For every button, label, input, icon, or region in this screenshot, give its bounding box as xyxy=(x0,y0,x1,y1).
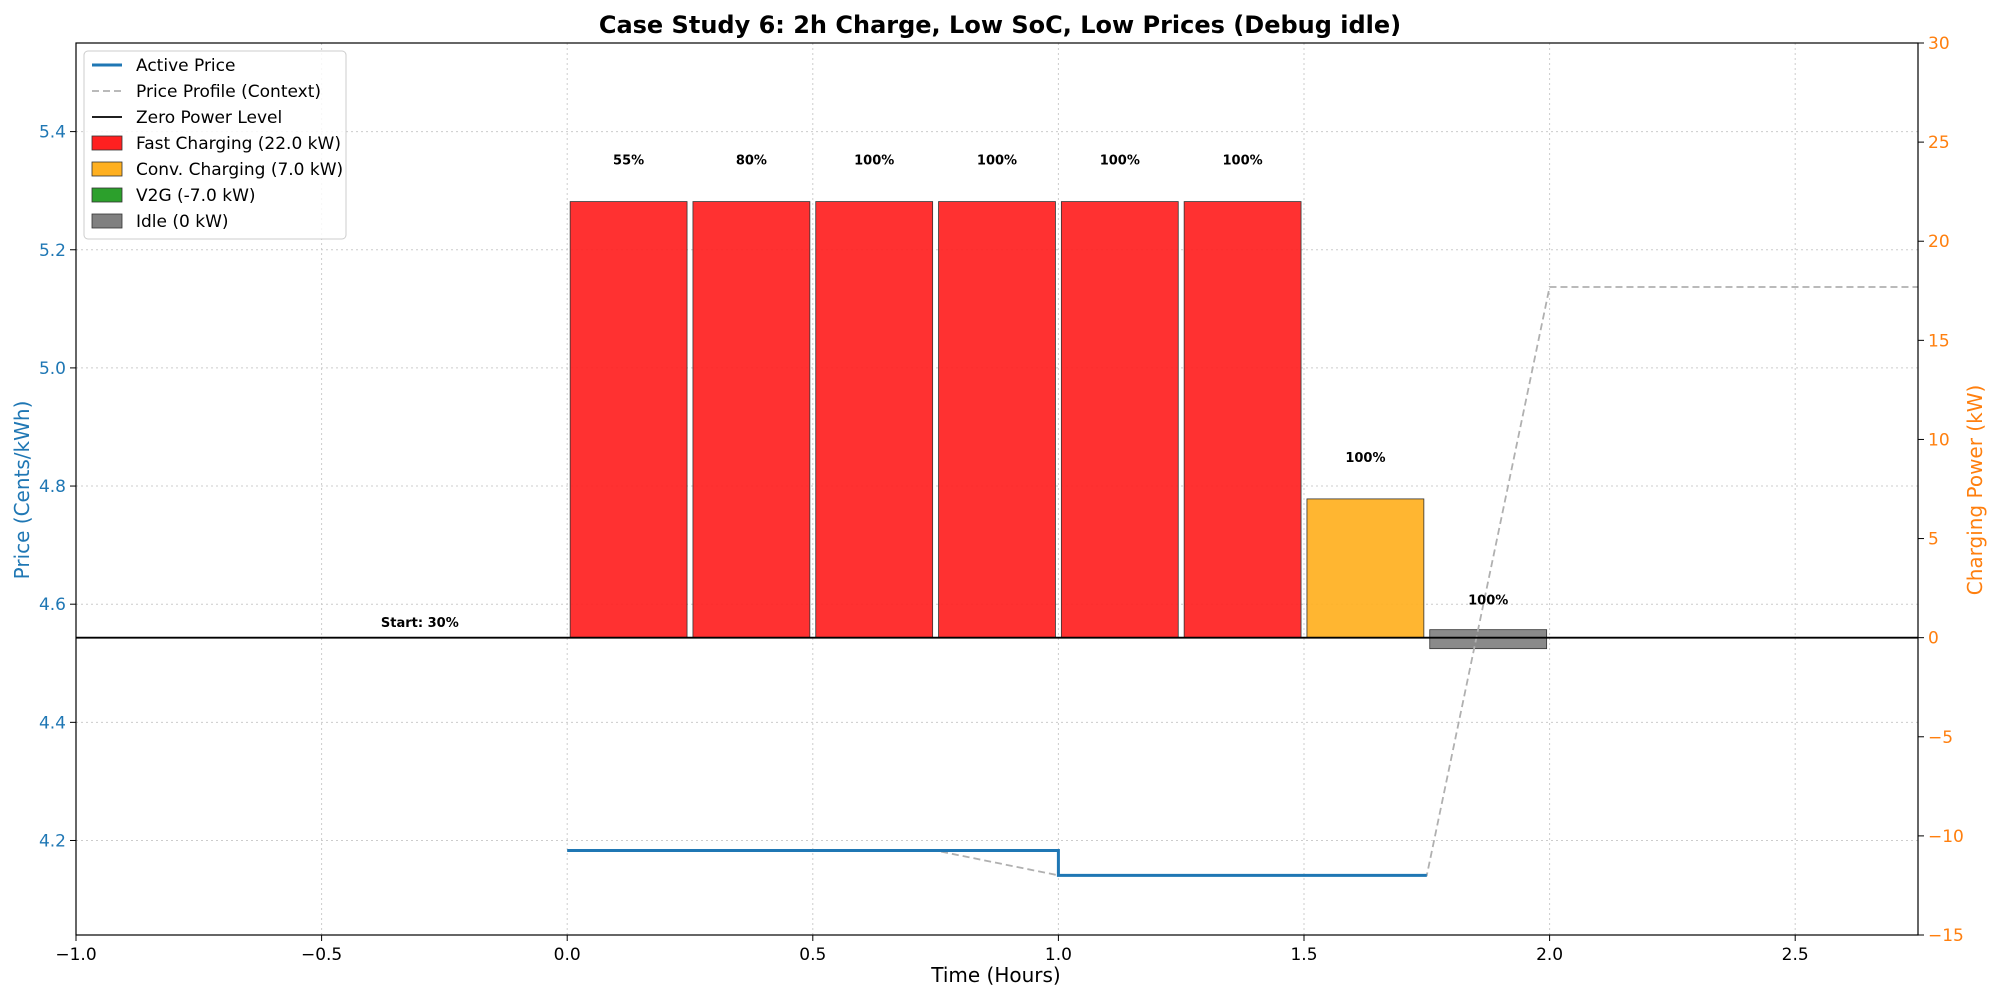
legend-label: V2G (-7.0 kW) xyxy=(136,186,256,206)
active-price-line xyxy=(567,849,1427,877)
chart-title: Case Study 6: 2h Charge, Low SoC, Low Pr… xyxy=(599,11,1401,39)
fast-bar xyxy=(1183,201,1302,639)
right-axis-label: Charging Power (kW) xyxy=(1963,385,1987,596)
soc-label: 80% xyxy=(736,154,767,169)
legend-label: Zero Power Level xyxy=(136,108,282,128)
legend-label: Idle (0 kW) xyxy=(136,212,229,232)
left-tick-label: 4.8 xyxy=(39,477,66,497)
fast-bar xyxy=(1060,201,1179,639)
fast-bar xyxy=(569,201,688,639)
legend: Active Price Price Profile (Context) Zero … xyxy=(83,50,347,240)
x-axis-ticks: −1.0 −0.5 0.0 0.5 1.0 1.5 2.0 2.5 xyxy=(55,935,1809,965)
price-lines xyxy=(76,286,1918,877)
right-tick-label: −5 xyxy=(1928,728,1953,748)
legend-swatch xyxy=(91,187,123,203)
legend-label: Fast Charging (22.0 kW) xyxy=(136,134,341,154)
right-tick-label: 30 xyxy=(1928,34,1950,54)
soc-label: 100% xyxy=(854,154,894,169)
bars xyxy=(569,201,1548,650)
left-axis-label: Price (Cents/kWh) xyxy=(10,401,34,580)
right-tick-label: −10 xyxy=(1928,827,1964,847)
fast-bar xyxy=(692,201,811,639)
idle-bar xyxy=(1429,629,1548,650)
soc-label: 100% xyxy=(1468,594,1508,609)
x-axis-label: Time (Hours) xyxy=(930,963,1061,987)
start-soc-label: Start: 30% xyxy=(381,616,459,631)
soc-label: 100% xyxy=(977,154,1017,169)
soc-label: 100% xyxy=(1345,451,1385,466)
left-tick-label: 5.2 xyxy=(39,241,66,261)
left-tick-label: 4.6 xyxy=(39,595,66,615)
fast-bar xyxy=(815,201,934,639)
x-tick-label: −0.5 xyxy=(301,945,342,965)
right-axis-ticks: −15 −10 −5 0 5 10 15 20 25 30 xyxy=(1918,34,1964,946)
conv-bar xyxy=(1306,498,1425,639)
plot-frame xyxy=(75,42,1919,936)
left-tick-label: 4.2 xyxy=(39,831,66,851)
x-tick-label: 1.5 xyxy=(1290,945,1317,965)
right-tick-label: 5 xyxy=(1928,530,1939,550)
legend-label: Price Profile (Context) xyxy=(136,82,321,102)
soc-labels: 55% 80% 100% 100% 100% 100% 100% 100% Start: 30% xyxy=(381,154,1508,631)
legend-swatch xyxy=(91,161,123,177)
left-tick-label: 5.4 xyxy=(39,123,66,143)
legend-swatch xyxy=(91,135,123,151)
legend-label: Conv. Charging (7.0 kW) xyxy=(136,160,343,180)
x-tick-label: 1.0 xyxy=(1045,945,1072,965)
right-tick-label: 25 xyxy=(1928,133,1950,153)
right-tick-label: 0 xyxy=(1928,629,1939,649)
legend-swatch xyxy=(91,213,123,229)
soc-label: 55% xyxy=(613,154,644,169)
x-tick-label: −1.0 xyxy=(55,945,96,965)
right-tick-label: −15 xyxy=(1928,926,1964,946)
legend-label: Active Price xyxy=(136,56,235,76)
soc-label: 100% xyxy=(1223,154,1263,169)
fast-bar xyxy=(938,201,1056,639)
right-tick-label: 15 xyxy=(1928,331,1950,351)
soc-label: 100% xyxy=(1100,154,1140,169)
x-tick-label: 2.0 xyxy=(1536,945,1563,965)
x-tick-label: 0.5 xyxy=(799,945,826,965)
left-tick-label: 5.0 xyxy=(39,359,66,379)
right-tick-label: 10 xyxy=(1928,430,1950,450)
right-tick-label: 20 xyxy=(1928,232,1950,252)
legend-box xyxy=(83,50,347,240)
left-tick-label: 4.4 xyxy=(39,713,66,733)
left-axis-ticks: 4.2 4.4 4.6 4.8 5.0 5.2 5.4 xyxy=(39,123,76,851)
x-tick-label: 2.5 xyxy=(1782,945,1809,965)
x-tick-label: 0.0 xyxy=(554,945,581,965)
